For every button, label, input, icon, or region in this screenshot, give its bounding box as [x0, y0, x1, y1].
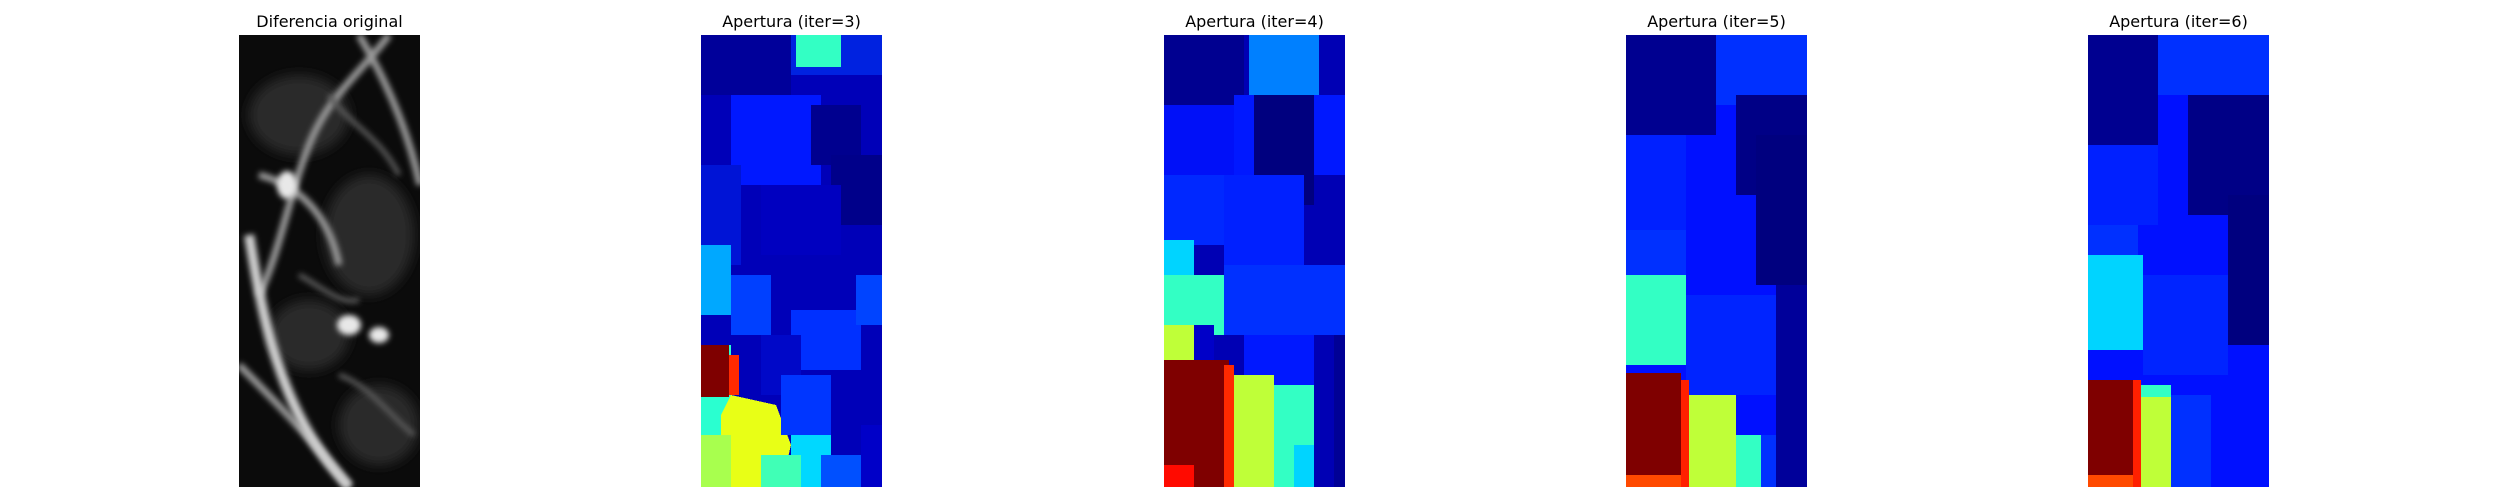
- panel-iter-5: Apertura (iter=5): [1626, 0, 1807, 500]
- panel-title: Diferencia original: [256, 12, 403, 31]
- panel-title: Apertura (iter=6): [2109, 12, 2248, 31]
- panel-iter-6: Apertura (iter=6): [2088, 0, 2269, 500]
- image-apertura-iter-6: [2088, 35, 2269, 487]
- image-apertura-iter-3: [701, 35, 882, 487]
- image-original-difference: [239, 35, 420, 487]
- image-apertura-iter-4: [1164, 35, 1345, 487]
- panel-iter-3: Apertura (iter=3): [701, 0, 882, 500]
- image-apertura-iter-5: [1626, 35, 1807, 487]
- panel-original: Diferencia original: [239, 0, 420, 500]
- panel-iter-4: Apertura (iter=4): [1164, 0, 1345, 500]
- panel-title: Apertura (iter=4): [1185, 12, 1324, 31]
- panel-title: Apertura (iter=3): [722, 12, 861, 31]
- panel-title: Apertura (iter=5): [1647, 12, 1786, 31]
